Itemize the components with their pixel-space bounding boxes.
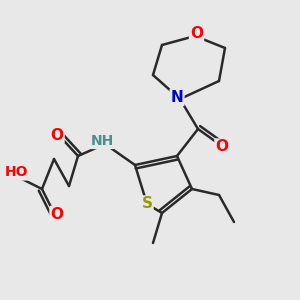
Text: S: S xyxy=(142,196,152,211)
Text: O: O xyxy=(215,140,229,154)
Text: O: O xyxy=(50,128,64,142)
Text: NH: NH xyxy=(90,134,114,148)
Text: O: O xyxy=(190,26,203,40)
Text: N: N xyxy=(171,90,183,105)
Text: HO: HO xyxy=(5,166,28,179)
Text: O: O xyxy=(50,207,64,222)
